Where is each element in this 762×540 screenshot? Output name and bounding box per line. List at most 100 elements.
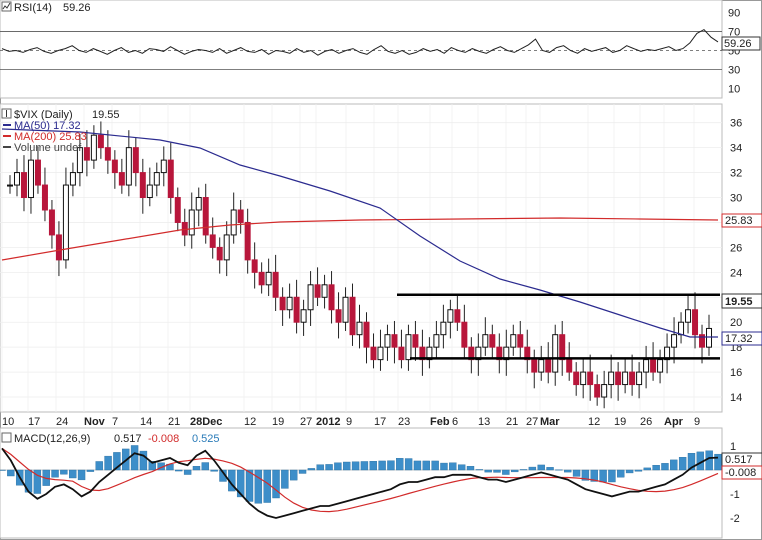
macd-hist-bar	[325, 464, 333, 471]
rsi-line-icon	[2, 2, 11, 10]
macd-line	[1, 447, 719, 519]
candle-body	[678, 321, 685, 336]
macd-hist-bar	[422, 460, 430, 471]
x-tick-label: 21	[506, 416, 518, 428]
candle-body	[587, 371, 594, 386]
macd-hist-bar	[537, 464, 545, 471]
candle-body	[153, 172, 160, 186]
candle-body	[636, 371, 643, 386]
legend-entry: MA(200) 25.83	[14, 131, 87, 143]
macd-hist-bar	[599, 469, 607, 483]
candle-body	[34, 159, 41, 186]
x-tick-label: 9	[694, 416, 700, 428]
macd-hist-bar	[95, 461, 103, 471]
macd-hist-bar	[263, 469, 271, 503]
x-tick-label: 24	[56, 416, 68, 428]
candle-body	[20, 172, 27, 199]
ma50-badge	[721, 331, 762, 346]
candle-body	[573, 371, 580, 386]
candle-body	[580, 371, 587, 386]
candle-body	[104, 147, 111, 161]
candle-body	[216, 246, 223, 261]
macd-hist-bar	[440, 462, 448, 471]
rsi-value: 59.26	[63, 2, 91, 14]
macd-signal-value: -0.008	[148, 433, 179, 445]
candle-body	[692, 309, 699, 336]
macd-hist-bar	[564, 469, 572, 473]
macd-hist-bar	[643, 467, 651, 471]
candle-body	[223, 234, 230, 261]
candle-body	[685, 309, 692, 323]
candle-body	[160, 159, 167, 174]
candle-body	[398, 346, 405, 361]
macd-hist-bar	[519, 469, 528, 471]
macd-hist-bar	[449, 462, 457, 471]
macd-hist-bar	[652, 465, 660, 471]
rsi-badge	[721, 36, 761, 51]
last-price-badge-value: 19.55	[725, 296, 753, 308]
candle-body	[139, 172, 146, 199]
candle-body	[643, 359, 650, 373]
macd-hist-bar	[351, 461, 360, 471]
macd-hist-bar	[431, 460, 439, 471]
candle-body	[545, 359, 552, 373]
macd-hist-bar	[475, 469, 484, 471]
candle-body	[314, 284, 321, 298]
candle-body	[566, 359, 573, 373]
price-tick-label: 26	[730, 242, 742, 254]
macd-hist-bar	[139, 450, 148, 471]
candle-body	[671, 334, 678, 348]
x-tick-label: 17	[28, 416, 40, 428]
rsi-tick-label: 30	[728, 64, 740, 76]
macd-hist-bar	[290, 469, 298, 481]
macd-hist-bar	[634, 469, 643, 472]
candle-body	[265, 271, 272, 286]
candle-body	[90, 134, 97, 161]
macd-hist-bar	[510, 469, 519, 473]
macd-hist-bar	[413, 460, 422, 471]
rsi-tick-label: 10	[728, 83, 740, 95]
candle-body	[706, 327, 713, 348]
candle-body	[377, 346, 384, 361]
macd-hist-bar	[466, 466, 475, 471]
candle-body	[97, 134, 104, 149]
candle-body	[615, 371, 622, 386]
macd-hist-bar	[343, 461, 351, 471]
signal-badge-value: -0.008	[725, 467, 756, 479]
candle-body	[69, 172, 76, 186]
macd-hist-bar	[281, 469, 289, 489]
macd-hist-bar	[77, 469, 86, 481]
macd-hist-bar	[201, 462, 210, 471]
candle-body	[349, 296, 356, 336]
last-price-badge	[721, 293, 762, 309]
candle-body	[657, 359, 664, 373]
rsi-line	[1, 28, 719, 56]
macd-hist-bar	[396, 458, 404, 471]
macd-hist-bar	[130, 445, 139, 471]
macd-hist-bar	[617, 469, 625, 478]
price-tick-label: 14	[730, 392, 742, 404]
macd-hist-bar	[69, 469, 77, 479]
macd-hist-bar	[51, 469, 59, 478]
rsi-tick-label: 90	[728, 7, 740, 19]
macd-hist-bar	[307, 468, 316, 471]
x-tick-label: 19	[614, 416, 626, 428]
candle-body	[258, 271, 265, 286]
x-tick-label: 23	[398, 416, 410, 428]
macd-hist-bar	[334, 462, 342, 471]
candle-body	[552, 334, 559, 373]
macd-hist-value: 0.525	[192, 433, 220, 445]
candle-body	[384, 334, 391, 348]
macd-hist-bar	[254, 469, 263, 504]
rsi-tick-label: 70	[728, 26, 740, 38]
x-axis: 10 17 24 Nov 7 14 21 28Dec 12 19 27 2012 9 17 23 Feb 6 13…	[2, 416, 700, 428]
candle-body	[363, 321, 370, 348]
macd-hist-bar	[387, 460, 395, 471]
candle-body	[7, 184, 13, 187]
candle-body	[125, 147, 132, 186]
candle-body	[482, 334, 489, 348]
candle-body	[531, 359, 538, 373]
candle-body	[132, 147, 139, 174]
macd-hist-bar	[546, 467, 554, 471]
